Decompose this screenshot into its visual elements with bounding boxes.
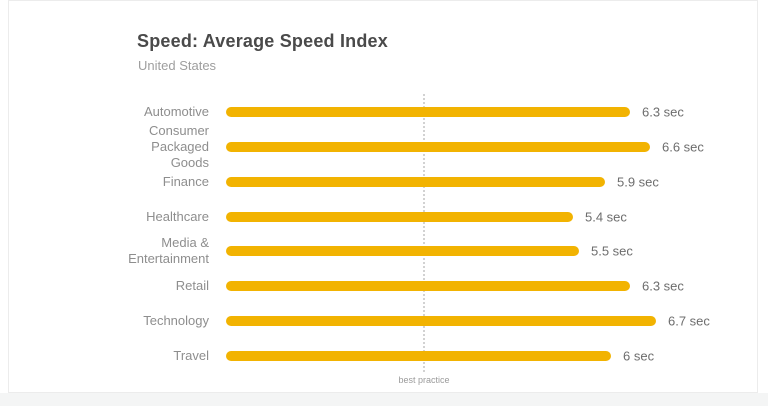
chart-card: Speed: Average Speed Index United States…: [8, 0, 758, 393]
page-bottom-strip: [0, 393, 768, 406]
value-bar: [226, 316, 656, 327]
plot-area: Automotive 6.3 sec Consumer Packaged Goods…: [9, 1, 757, 392]
category-label: Technology: [143, 313, 209, 329]
bar-row: Healthcare 5.4 sec: [9, 199, 757, 234]
value-bar: [226, 176, 605, 187]
value-bar: [226, 107, 630, 117]
value-bar: [226, 351, 611, 362]
bar-row: Media & Entertainment 5.5 sec: [9, 234, 757, 269]
best-practice-reference-line: [423, 94, 425, 372]
bar-row: Technology 6.7 sec: [9, 304, 757, 339]
value-bar: [226, 141, 650, 152]
category-label: Travel: [173, 348, 209, 364]
bar-row: Travel 6 sec: [9, 339, 757, 374]
chart-subtitle: United States: [138, 58, 217, 73]
category-label: Retail: [175, 278, 209, 294]
bar-row: Retail 6.3 sec: [9, 269, 757, 304]
bar-row: Finance 5.9 sec: [9, 164, 757, 199]
chart-title: Speed: Average Speed Index: [137, 31, 388, 51]
value-label: 6 sec: [623, 348, 655, 364]
value-label: 5.4 sec: [585, 209, 627, 225]
category-label: Automotive: [143, 104, 209, 119]
category-label: Finance: [162, 173, 209, 189]
category-label: Consumer Packaged Goods: [149, 122, 209, 170]
value-label: 5.5 sec: [591, 243, 633, 259]
value-bar: [226, 211, 573, 222]
value-label: 6.6 sec: [662, 139, 704, 155]
value-label: 6.3 sec: [642, 278, 684, 294]
value-bar: [226, 281, 630, 292]
category-label: Media & Entertainment: [128, 235, 209, 267]
value-label: 6.7 sec: [668, 313, 710, 329]
value-label: 6.3 sec: [642, 104, 684, 120]
value-bar: [226, 246, 579, 257]
category-label: Healthcare: [146, 208, 209, 224]
value-label: 5.9 sec: [617, 174, 659, 190]
best-practice-label: best practice: [398, 375, 450, 385]
bar-row: Consumer Packaged Goods 6.6 sec: [9, 123, 757, 170]
bar-row: Automotive 6.3 sec: [9, 95, 757, 130]
